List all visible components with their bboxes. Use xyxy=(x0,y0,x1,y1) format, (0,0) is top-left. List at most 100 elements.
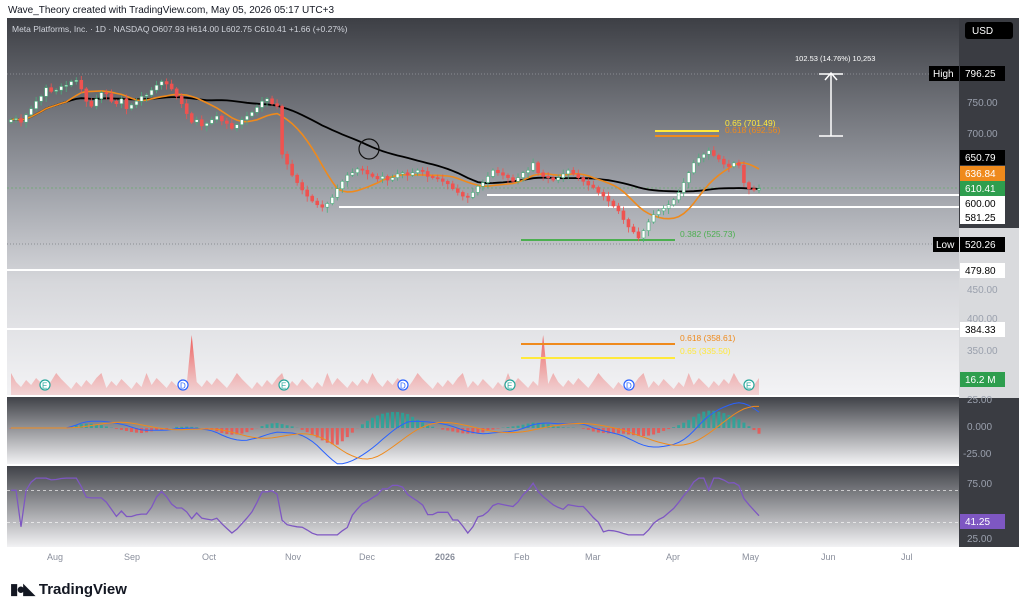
event-marker[interactable]: E xyxy=(278,379,290,391)
event-marker[interactable]: D xyxy=(397,379,409,391)
macd-bar xyxy=(305,428,309,433)
candle-body xyxy=(270,98,274,105)
candle-body xyxy=(345,174,350,182)
candle-body xyxy=(164,81,169,85)
candle-body xyxy=(631,226,636,233)
candle-body xyxy=(109,93,114,102)
candle-body xyxy=(275,103,279,107)
macd-bar xyxy=(747,426,751,428)
macd-bar xyxy=(677,425,681,428)
event-marker[interactable]: E xyxy=(743,379,755,391)
candle-body xyxy=(661,208,666,212)
macd-bar xyxy=(446,428,450,431)
tradingview-logo[interactable]: ▮●◣ TradingView xyxy=(10,580,127,599)
event-marker-letter: D xyxy=(626,382,632,391)
volume-badge: 16.2 M xyxy=(960,372,1005,387)
macd-bar xyxy=(180,426,184,428)
macd-bar xyxy=(380,413,384,428)
macd-bar xyxy=(140,428,144,434)
fib-65-low-label: 0.65 (335.50) xyxy=(680,346,731,356)
event-marker[interactable]: E xyxy=(39,379,51,391)
candle-body xyxy=(390,177,395,181)
candle-body xyxy=(215,115,219,121)
rsi-tick-25: 25.00 xyxy=(967,534,992,545)
candle-body xyxy=(707,150,711,155)
measure-label: 102.53 (14.76%) 10,253 xyxy=(795,54,875,63)
candle-body xyxy=(204,123,209,127)
candle-body xyxy=(616,205,621,212)
macd-bar xyxy=(260,426,264,428)
macd-bar xyxy=(722,413,726,428)
fib-618-top-label: 0.618 (692.56) xyxy=(725,125,780,135)
candle-body xyxy=(385,176,390,181)
candle-body xyxy=(471,192,475,198)
candle-body xyxy=(395,173,400,178)
price-badge-479: 479.80 xyxy=(960,263,1005,278)
badge-600-value: 600.00 xyxy=(965,199,996,210)
badge-last-value: 610.41 xyxy=(965,184,996,195)
currency-button[interactable] xyxy=(965,22,1013,39)
candle-body xyxy=(44,87,48,97)
candle-body xyxy=(290,163,294,176)
candle-body xyxy=(99,92,104,100)
candle-body xyxy=(220,115,224,122)
badge-high-value: 796.25 xyxy=(965,69,996,80)
candle-body xyxy=(194,119,199,123)
macd-bar xyxy=(692,416,696,428)
candle-body xyxy=(536,162,540,174)
macd-bar xyxy=(516,425,520,428)
candle-body xyxy=(179,96,184,105)
badge-sma-value: 650.79 xyxy=(965,153,996,164)
price-badge-last: 610.41 xyxy=(960,181,1005,196)
candle-body xyxy=(285,153,289,165)
macd-bar xyxy=(290,426,294,428)
macd-bar xyxy=(672,427,676,428)
candle-body xyxy=(511,177,515,182)
candle-body xyxy=(737,162,741,166)
event-marker-letter: E xyxy=(42,382,47,391)
event-marker[interactable]: D xyxy=(177,379,189,391)
candle-body xyxy=(320,204,325,208)
macd-bar xyxy=(99,425,103,428)
candle-body xyxy=(240,119,244,125)
rsi-tick-75: 75.00 xyxy=(967,479,992,490)
time-label-oct: Oct xyxy=(202,552,217,562)
candle-body xyxy=(501,172,505,176)
price-chart[interactable]: 0.65 (701.49) 0.618 (692.56) 0.382 (525.… xyxy=(7,18,1019,567)
macd-bar xyxy=(416,419,420,428)
candle-body xyxy=(375,176,380,180)
candle-body xyxy=(89,100,94,107)
event-marker-letter: E xyxy=(746,382,751,391)
time-label-mar: Mar xyxy=(585,552,601,562)
price-badge-581: 581.25 xyxy=(960,210,1005,224)
volume-layer xyxy=(11,335,759,395)
axis-tick-350: 350.00 xyxy=(967,346,998,357)
macd-bar xyxy=(119,428,123,430)
candle-body xyxy=(445,181,450,185)
macd-bar xyxy=(431,426,435,428)
macd-bar xyxy=(546,424,550,428)
measure-arrow-head xyxy=(824,71,838,81)
event-marker-letter: D xyxy=(180,382,186,391)
macd-bar xyxy=(325,428,329,443)
macd-bar xyxy=(175,426,179,428)
candle-body xyxy=(245,115,249,121)
badge-low-value: 520.26 xyxy=(965,240,996,251)
candle-body xyxy=(651,214,656,223)
event-marker[interactable]: D xyxy=(623,379,635,391)
macd-bar xyxy=(360,424,364,428)
macd-bar xyxy=(591,428,595,432)
candle-body xyxy=(265,98,269,102)
macd-bar xyxy=(511,426,515,428)
event-marker[interactable]: E xyxy=(504,379,516,391)
candle-body xyxy=(476,185,480,193)
macd-bar xyxy=(491,428,495,430)
candle-body xyxy=(335,188,340,198)
macd-bar xyxy=(561,427,565,428)
candle-body xyxy=(84,88,89,102)
macd-bar xyxy=(195,427,199,428)
badge-ema-value: 636.84 xyxy=(965,169,996,180)
macd-bar xyxy=(320,428,324,441)
badge-high-label: High xyxy=(933,69,954,80)
